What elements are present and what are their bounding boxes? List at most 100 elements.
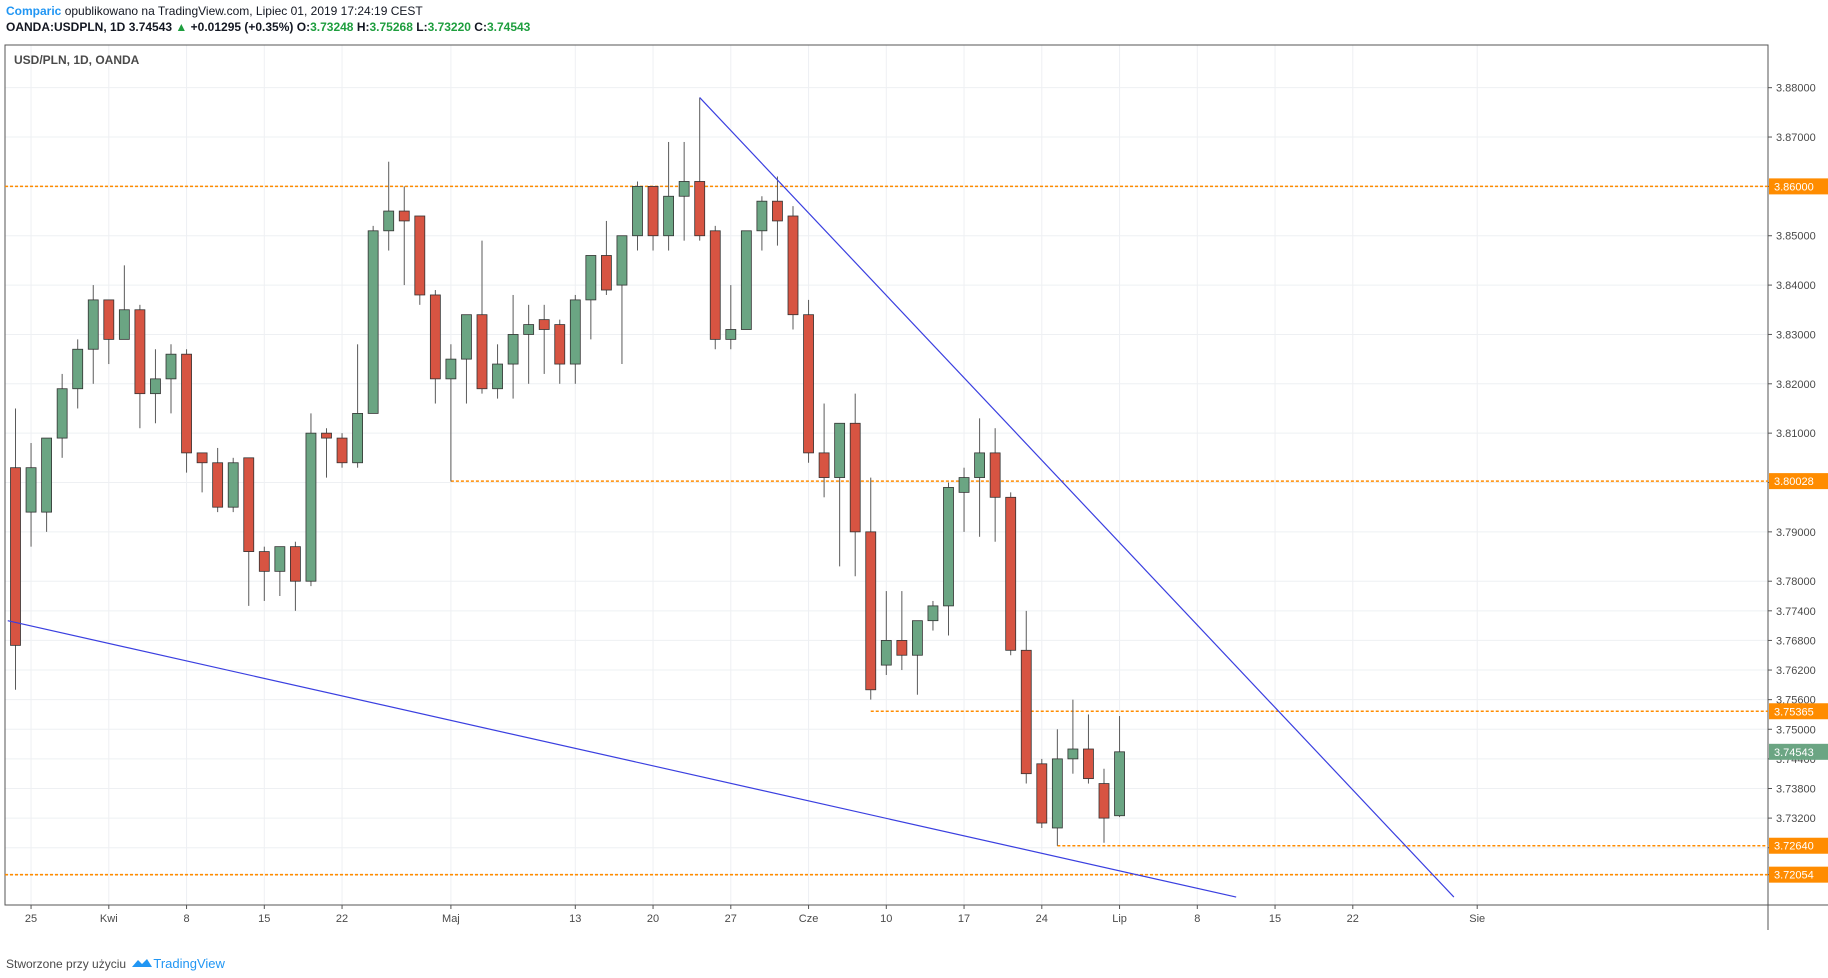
candle-bullish [912,620,923,656]
time-tick-label: 22 [1347,913,1359,925]
time-tick-label: 17 [958,913,970,925]
candle-bearish [398,210,410,222]
time-tick-label: 10 [880,913,892,925]
level-price-label: 3.75365 [1774,706,1814,718]
level-price-badge [1769,473,1828,490]
candle-bearish [647,185,659,237]
time-tick-label: 15 [1269,913,1281,925]
price-tick-label: 3.73200 [1776,813,1816,825]
price-tick-label: 3.85000 [1776,231,1816,243]
candle-bearish [694,181,706,237]
candle-bullish [1114,751,1125,817]
candle-bearish [212,462,224,508]
level-price-label: 3.72640 [1774,841,1814,853]
level-price-badge [1769,178,1828,195]
candle-bearish [709,230,721,340]
candle-bearish [476,314,488,390]
level-price-label: 3.86000 [1774,181,1814,193]
candle-bearish [336,437,348,464]
candle-bullish [72,348,84,390]
price-tick-label: 3.82000 [1776,379,1816,391]
time-tick-label: Sie [1469,913,1485,925]
tradingview-logo-icon [132,959,153,967]
candle-bearish [601,255,612,291]
candle-bullish [352,413,364,464]
candle-bullish [958,477,970,493]
time-tick-label: 20 [647,913,659,925]
time-tick-label: 15 [258,913,270,925]
level-price-badge [1769,866,1828,883]
candle-bearish [1098,783,1110,819]
level-price-badge [1769,703,1828,720]
candle-bullish [367,230,379,414]
close-label: C: [474,20,487,34]
trendline-upper [699,97,1455,898]
price-tick-label: 3.78000 [1776,576,1816,588]
chart-title: USD/PLN, 1D, OANDA [14,53,140,67]
candle-bearish [803,314,814,454]
author-name[interactable]: Comparic [6,4,62,18]
time-tick-label: 27 [725,913,737,925]
low-value: 3.73220 [427,20,471,34]
level-price-badge [1769,837,1828,854]
candle-bearish [134,309,146,395]
level-price-label: 3.72054 [1774,870,1814,882]
candle-bullish [305,432,317,582]
candle-bullish [445,358,457,380]
time-tick-label: 25 [25,913,37,925]
time-tick-label: Lip [1112,913,1127,925]
open-label: O: [296,20,311,34]
candle-bearish [1020,649,1032,775]
candle-bullish [274,546,286,572]
candle-bullish [974,452,985,478]
candle-bullish [507,334,519,365]
time-tick-label: Cze [799,913,819,925]
candle-bearish [896,640,908,656]
candle-bullish [461,314,472,360]
close-value: 3.74543 [486,20,531,34]
candle-bearish [772,200,783,222]
price-tick-label: 3.84000 [1776,280,1816,292]
footer: Stworzone przy użyciu TradingView [6,956,225,971]
candle-bearish [865,531,877,691]
candle-bullish [569,299,581,365]
horizontal-levels [5,185,1768,876]
time-tick-label: 24 [1036,913,1048,925]
candle-bearish [989,452,1001,498]
candle-bullish [150,378,161,395]
candle-bearish [554,324,566,365]
high-value: 3.75268 [369,20,413,34]
candle-bearish [1083,748,1094,780]
grid-lines [5,45,1768,905]
candle-bullish [632,185,643,237]
low-label: L: [416,20,428,34]
time-tick-label: 8 [183,913,189,925]
time-tick-label: Maj [442,913,460,925]
price-axis: 3.88000 3.87000 3.86000 3.85000 3.84000 3.830… [1768,83,1828,883]
up-arrow-icon: ▲ [175,20,188,34]
candle-bearish [258,551,270,572]
footer-brand[interactable]: TradingView [153,956,225,971]
candle-bullish [880,640,892,666]
trendlines [7,97,1455,898]
candle-bullish [118,309,130,340]
candle-bullish [1067,748,1079,760]
candle-bullish [523,324,535,335]
price-tick-label: 3.81000 [1776,428,1816,440]
candle-bullish [492,363,503,390]
candle-bullish [834,422,846,478]
chart-header-ohlc: OANDA:USDPLN, 1D 3.74543 ▲ +0.01295 (+0.… [6,20,530,34]
candle-bullish [227,462,239,508]
price-tick-label: 3.79000 [1776,527,1816,539]
candle-bullish [165,353,177,380]
candle-bullish [383,210,395,232]
candle-bearish [1036,763,1048,824]
candle-bullish [87,299,99,350]
open-value: 3.73248 [310,20,354,34]
candle-bearish [289,546,301,582]
candle-bearish [10,467,21,646]
candle-bearish [321,432,332,439]
candle-bullish [616,235,628,286]
candle-bullish [756,200,768,232]
